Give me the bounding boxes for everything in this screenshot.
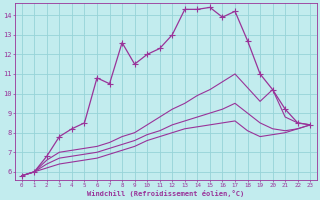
- X-axis label: Windchill (Refroidissement éolien,°C): Windchill (Refroidissement éolien,°C): [87, 190, 244, 197]
